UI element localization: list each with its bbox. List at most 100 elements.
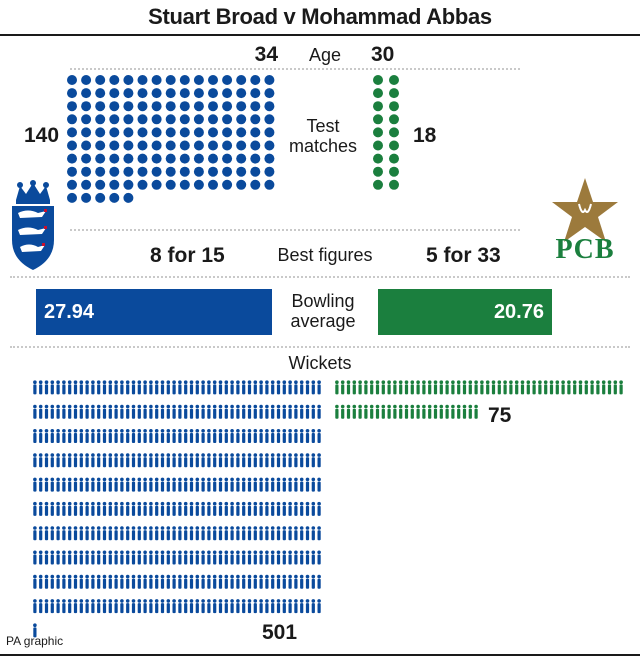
footer-rule — [0, 654, 640, 656]
wicket-figure — [67, 599, 72, 614]
wicket-figure — [178, 501, 182, 516]
wicket-figure — [172, 599, 176, 614]
wicket-figure — [241, 380, 246, 395]
wicket-figure — [160, 550, 165, 565]
wicket-figure — [44, 501, 49, 516]
wicket-figure — [218, 526, 223, 541]
wicket-figure — [172, 550, 176, 565]
test-match-dot — [81, 114, 92, 125]
wicket-figure — [125, 380, 130, 395]
wicket-figure — [259, 477, 263, 492]
wicket-figure — [91, 404, 95, 419]
wicket-figure — [468, 404, 473, 419]
wicket-figure — [85, 501, 89, 516]
wicket-figure — [294, 380, 298, 395]
wicket-figure — [236, 599, 240, 614]
wicket-figure — [276, 574, 281, 589]
test-match-dot — [95, 101, 106, 112]
test-match-dot — [81, 101, 92, 112]
test-match-dot — [373, 140, 383, 151]
wicket-figure — [288, 477, 292, 492]
wicket-figure — [56, 477, 60, 492]
wicket-figure — [212, 453, 217, 468]
test-match-dot — [193, 166, 204, 177]
wicket-figure — [422, 380, 426, 395]
wicket-figure — [590, 380, 594, 395]
wicket-figure — [44, 453, 49, 468]
wicket-figure — [160, 453, 165, 468]
test-match-dot — [179, 140, 190, 151]
wicket-figure — [50, 477, 55, 492]
test-match-dot — [81, 88, 92, 99]
wicket-figure — [311, 380, 316, 395]
best-divider — [10, 276, 630, 278]
wicket-figure — [67, 477, 72, 492]
wicket-figure — [183, 477, 188, 492]
wicket-figure — [149, 429, 153, 443]
wicket-figure — [288, 599, 292, 614]
wicket-figure — [183, 574, 188, 589]
avg-right-bar: 20.76 — [378, 289, 552, 335]
wicket-figure — [172, 380, 176, 395]
wicket-figure — [311, 526, 316, 541]
wicket-figure — [265, 550, 269, 565]
avg-label-line1: Bowling — [291, 291, 355, 311]
wicket-figure — [166, 574, 171, 589]
wicket-figure — [305, 477, 310, 492]
wicket-figure — [125, 550, 130, 565]
wicket-figure — [73, 599, 78, 614]
wicket-figure — [56, 526, 60, 541]
wicket-figure — [178, 453, 182, 468]
wicket-figure — [189, 550, 194, 565]
wicket-figure — [270, 501, 275, 516]
test-match-dot — [193, 127, 204, 138]
test-match-dot — [193, 140, 204, 151]
wicket-figure — [183, 453, 188, 468]
wicket-figure — [288, 526, 292, 541]
wicket-figure — [526, 380, 531, 395]
test-match-dot — [165, 101, 176, 112]
wicket-figure — [166, 477, 171, 492]
wicket-figure — [224, 477, 229, 492]
wicket-figure — [305, 380, 310, 395]
test-match-dot — [137, 153, 148, 164]
avg-right-value: 20.76 — [493, 301, 544, 323]
wicket-figure — [189, 526, 194, 541]
test-match-dot — [165, 75, 176, 85]
wickets-right-value: 75 — [488, 404, 512, 427]
wicket-figure — [253, 526, 258, 541]
test-match-dot — [165, 127, 176, 138]
wicket-figure — [120, 599, 124, 614]
wicket-figure — [91, 574, 95, 589]
wicket-figure — [317, 380, 321, 395]
wicket-figure — [247, 477, 252, 492]
test-match-dot — [165, 153, 176, 164]
wicket-figure — [44, 477, 49, 492]
wicket-figure — [509, 380, 513, 395]
wicket-figure — [567, 380, 571, 395]
wicket-figure — [114, 380, 118, 395]
wicket-figure — [259, 501, 263, 516]
wicket-figure — [73, 453, 78, 468]
wicket-figure — [189, 477, 194, 492]
wicket-figure — [183, 550, 188, 565]
wicket-figure — [102, 501, 107, 516]
wicket-figure — [282, 429, 287, 443]
wicket-figure — [299, 453, 304, 468]
wicket-figure — [108, 380, 113, 395]
wicket-figure — [497, 380, 502, 395]
wicket-figure — [189, 429, 194, 443]
test-match-dot — [389, 166, 399, 177]
wicket-figure — [572, 380, 577, 395]
tests-label: Test matches — [278, 116, 368, 156]
wicket-figure — [131, 501, 136, 516]
wickets-left-figures — [33, 380, 321, 638]
wicket-figure — [67, 453, 72, 468]
wicket-figure — [335, 380, 339, 395]
wicket-figure — [178, 429, 182, 443]
test-match-dot — [222, 88, 233, 99]
test-match-dot — [193, 75, 204, 85]
wicket-figure — [178, 404, 182, 419]
wicket-figure — [230, 501, 234, 516]
wicket-figure — [270, 599, 275, 614]
